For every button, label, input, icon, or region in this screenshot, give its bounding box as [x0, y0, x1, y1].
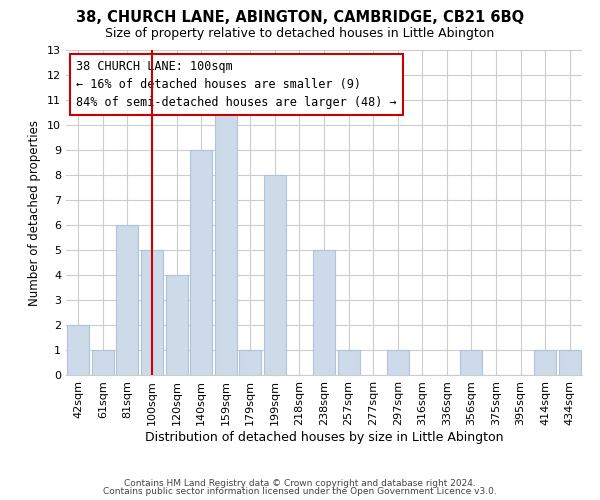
X-axis label: Distribution of detached houses by size in Little Abington: Distribution of detached houses by size …: [145, 430, 503, 444]
Bar: [386, 350, 409, 375]
Text: Contains public sector information licensed under the Open Government Licence v3: Contains public sector information licen…: [103, 487, 497, 496]
Bar: [534, 350, 556, 375]
Bar: [460, 350, 482, 375]
Bar: [215, 100, 237, 375]
Bar: [264, 175, 286, 375]
Bar: [141, 250, 163, 375]
Bar: [166, 275, 188, 375]
Text: Size of property relative to detached houses in Little Abington: Size of property relative to detached ho…: [106, 28, 494, 40]
Bar: [338, 350, 359, 375]
Bar: [559, 350, 581, 375]
Bar: [190, 150, 212, 375]
Bar: [67, 325, 89, 375]
Bar: [92, 350, 114, 375]
Text: 38 CHURCH LANE: 100sqm
← 16% of detached houses are smaller (9)
84% of semi-deta: 38 CHURCH LANE: 100sqm ← 16% of detached…: [76, 60, 397, 109]
Text: Contains HM Land Registry data © Crown copyright and database right 2024.: Contains HM Land Registry data © Crown c…: [124, 478, 476, 488]
Y-axis label: Number of detached properties: Number of detached properties: [28, 120, 41, 306]
Bar: [239, 350, 262, 375]
Bar: [313, 250, 335, 375]
Text: 38, CHURCH LANE, ABINGTON, CAMBRIDGE, CB21 6BQ: 38, CHURCH LANE, ABINGTON, CAMBRIDGE, CB…: [76, 10, 524, 25]
Bar: [116, 225, 139, 375]
